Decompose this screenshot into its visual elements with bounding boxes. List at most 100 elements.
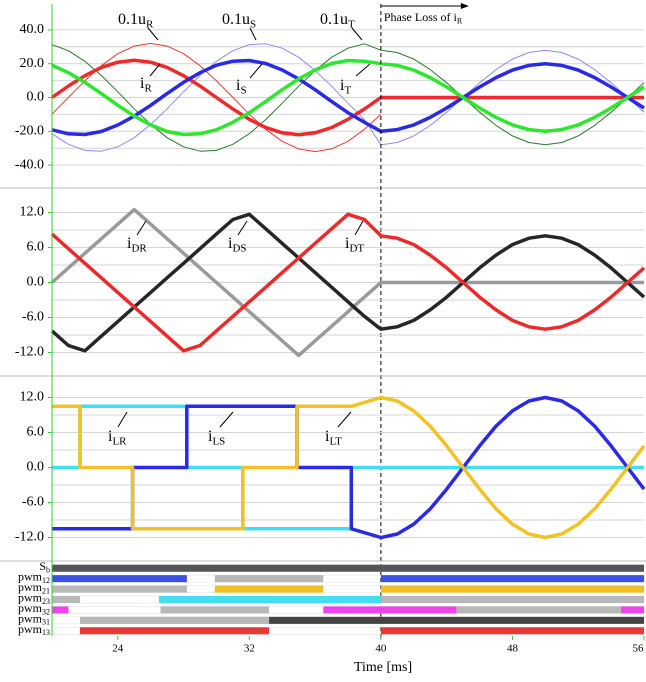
x-tick-label: 56: [633, 643, 645, 655]
y-tick-label: -40.0: [15, 157, 44, 172]
series-line: [50, 207, 644, 358]
event-label-sub: R: [457, 16, 463, 25]
y-tick-label: -20.0: [15, 124, 44, 139]
label-leader: [147, 27, 159, 41]
pwm-segment: [52, 585, 187, 593]
row-label-main: pwm: [18, 611, 43, 625]
series-label-sub: DR: [131, 242, 147, 254]
row-label-sub: 23: [42, 597, 50, 606]
pwm-segment: [214, 575, 324, 583]
label-leader: [117, 411, 128, 428]
row-label-main: pwm: [18, 601, 43, 615]
event-arrow-head: [460, 3, 469, 9]
series-line: [52, 395, 646, 540]
series-label: iDT: [345, 235, 364, 254]
series-label-sub: DT: [349, 242, 364, 254]
label-leader: [249, 27, 257, 41]
row-label-sub: 32: [42, 607, 50, 616]
series-label-sub: T: [348, 18, 355, 30]
series-label-sub: S: [240, 84, 246, 96]
series-line: [50, 212, 646, 353]
series-label-sub: LS: [212, 435, 225, 447]
series-label-main: i: [345, 235, 350, 252]
pwm-segment: [52, 596, 80, 603]
y-tick-label: 40.0: [20, 22, 45, 37]
pwm-segment: [79, 627, 270, 635]
pwm-segment: [214, 585, 324, 593]
label-leader: [237, 220, 248, 236]
series-line: [52, 395, 646, 540]
pwm-segment: [380, 596, 644, 603]
row-label-main: pwm: [18, 622, 43, 636]
y-tick-label: -6.0: [22, 310, 44, 325]
pwm-segment: [380, 627, 644, 635]
label-leader: [249, 63, 263, 79]
series-label-main: i: [140, 75, 145, 92]
x-tick-label: 32: [244, 643, 255, 655]
y-tick-label: 6.0: [27, 425, 45, 440]
series-label-sub: LR: [112, 435, 127, 447]
row-label: pwm32: [18, 601, 50, 616]
series-label-sub: S: [250, 18, 256, 30]
row-label-main: pwm: [18, 569, 43, 583]
series-line: [51, 42, 382, 153]
row-label-sub: 31: [42, 618, 50, 627]
y-tick-label: -12.0: [15, 345, 44, 360]
series-line: [51, 58, 645, 137]
pwm-segment: [323, 606, 457, 614]
series-label-sub: DS: [232, 242, 246, 254]
label-leader: [354, 220, 364, 236]
y-tick-label: 20.0: [20, 56, 45, 71]
pwm-segment: [380, 585, 644, 593]
series-label: iLR: [108, 428, 127, 447]
label-leader: [337, 411, 352, 428]
series-label-sub: R: [146, 18, 154, 30]
label-leader: [149, 63, 161, 77]
y-tick-label: 0.0: [27, 90, 45, 105]
series-label-main: i: [325, 428, 330, 445]
y-tick-label: 0.0: [27, 275, 45, 290]
series-label: iR: [140, 75, 152, 94]
series-label: iDR: [127, 235, 147, 254]
series-line: [50, 212, 646, 353]
series-label: iDS: [228, 235, 247, 254]
row-label-sub: 13: [42, 628, 50, 637]
series-label-main: i: [108, 428, 113, 445]
label-leader: [351, 27, 363, 41]
x-tick-label: 40: [375, 643, 387, 655]
pwm-segment: [79, 616, 270, 624]
series-label: iLS: [208, 428, 225, 447]
row-label-sub: 21: [42, 586, 50, 595]
series-label: iS: [236, 77, 247, 96]
series-label: iLT: [325, 428, 342, 447]
series-label: iT: [340, 77, 351, 96]
pwm-segment: [52, 575, 187, 583]
event-label-main: Phase Loss of i: [384, 10, 458, 24]
pwm-segment: [160, 606, 270, 614]
series-label-main: i: [127, 235, 132, 252]
series-label-main: 0.1u: [118, 11, 146, 28]
y-tick-label: 12.0: [20, 205, 45, 220]
pwm-segment: [620, 606, 644, 614]
series-label-main: 0.1u: [222, 11, 250, 28]
event-label: Phase Loss of iR: [384, 10, 463, 25]
series-label: 0.1uT: [320, 11, 355, 30]
row-label-main: pwm: [18, 590, 43, 604]
row-label-sub: 12: [42, 576, 50, 585]
series-label-sub: R: [144, 82, 152, 94]
series-line: [50, 58, 644, 137]
series-label-main: 0.1u: [320, 11, 348, 28]
y-tick-label: 0.0: [27, 460, 45, 475]
series-label-sub: T: [344, 84, 351, 96]
row-label-main: S: [39, 559, 46, 573]
pwm-segment: [380, 575, 644, 583]
pwm-segment: [158, 596, 381, 603]
x-tick-label: 24: [112, 643, 124, 655]
series-line: [51, 58, 645, 137]
series-label: 0.1uS: [222, 11, 256, 30]
x-axis-label: Time [ms]: [354, 660, 412, 675]
pwm-segment: [269, 616, 644, 624]
pwm-segment: [52, 564, 644, 572]
